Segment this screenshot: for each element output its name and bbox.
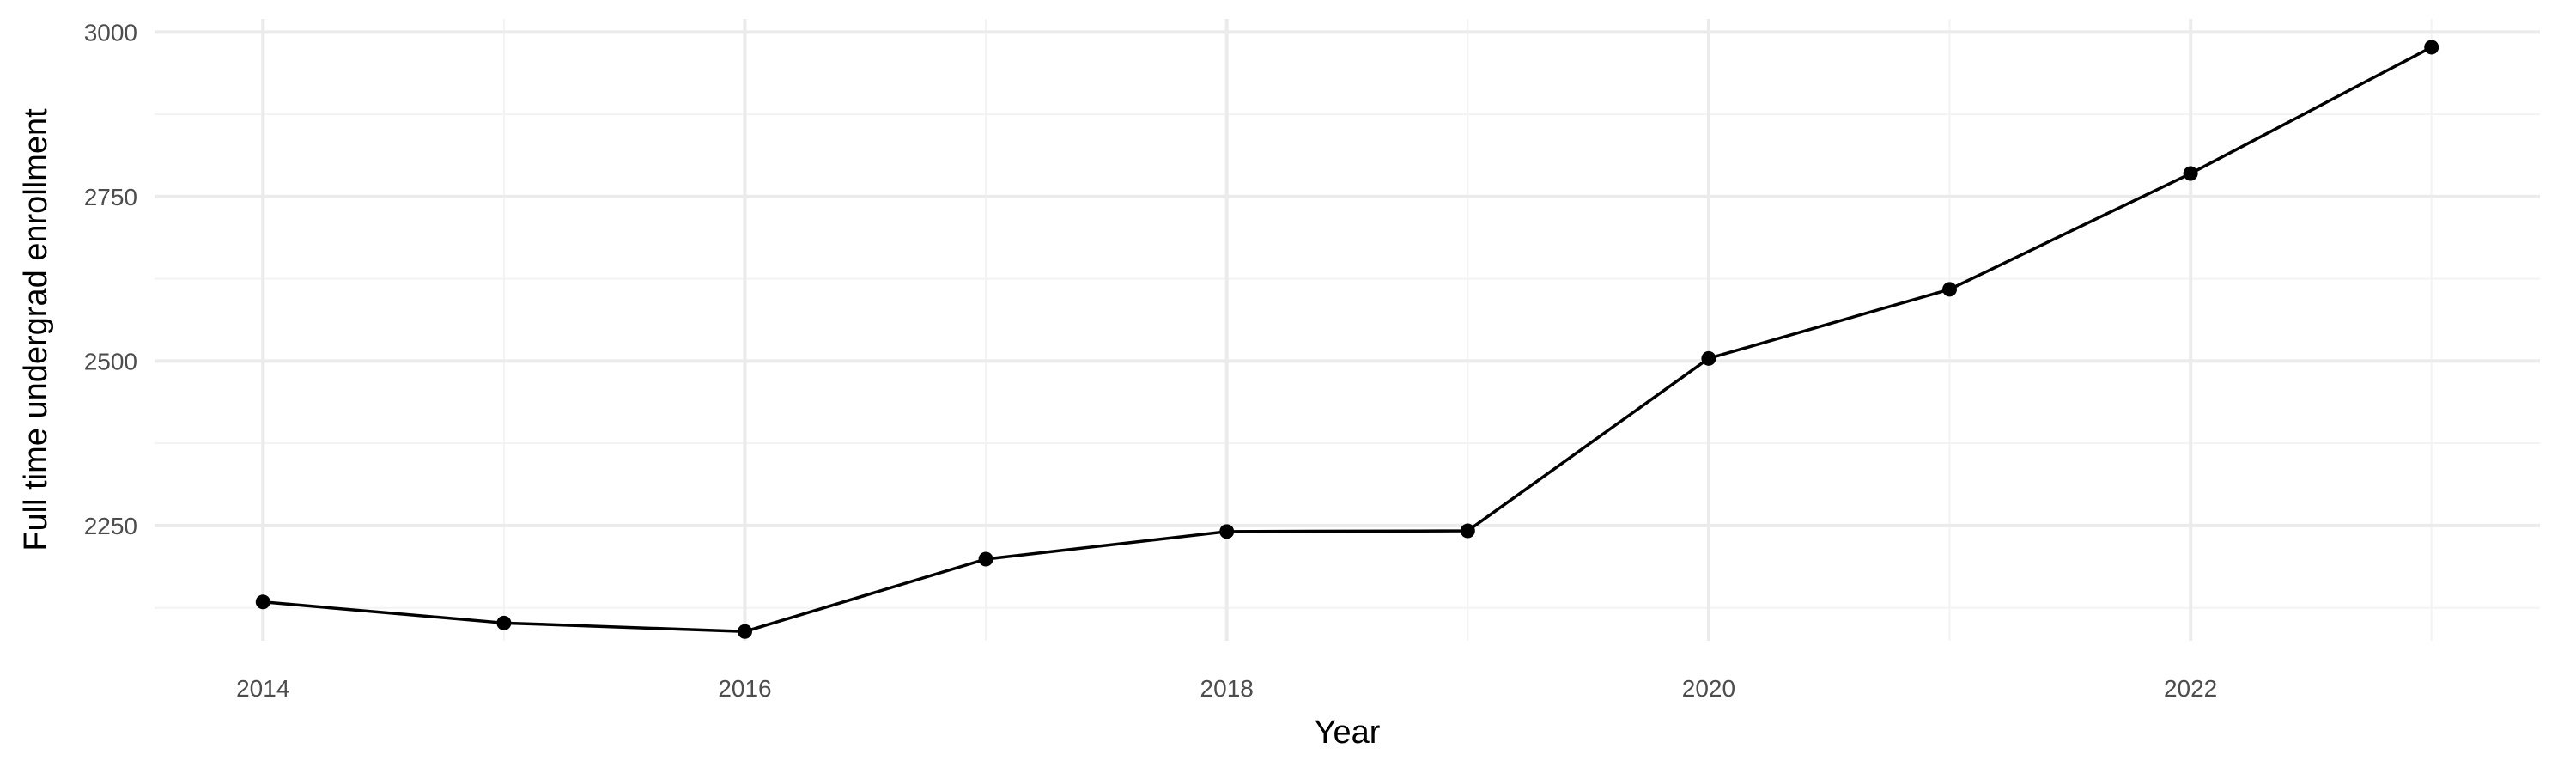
- y-tick-labels: 2250 2500 2750 3000: [84, 19, 137, 539]
- data-point: [1219, 524, 1235, 539]
- y-tick-label: 3000: [84, 19, 137, 46]
- data-point: [1942, 282, 1958, 297]
- data-point: [496, 615, 512, 630]
- major-gridlines: [155, 19, 2540, 641]
- series-line: [263, 46, 2433, 634]
- data-point: [737, 624, 752, 639]
- data-point: [2183, 166, 2198, 181]
- data-point: [1460, 523, 1475, 539]
- y-tick-label: 2250: [84, 513, 137, 539]
- x-tick-label: 2020: [1682, 675, 1735, 702]
- x-tick-label: 2014: [236, 675, 289, 702]
- minor-gridlines: [155, 19, 2540, 641]
- y-tick-label: 2500: [84, 348, 137, 374]
- data-point: [978, 551, 993, 567]
- data-point: [1701, 350, 1716, 366]
- x-tick-labels: 2014 2016 2018 2020 2022: [236, 675, 2217, 702]
- y-tick-label: 2750: [84, 184, 137, 210]
- x-tick-label: 2022: [2164, 675, 2217, 702]
- x-tick-label: 2016: [718, 675, 771, 702]
- series-group: [255, 40, 2439, 639]
- x-axis-title: Year: [1315, 715, 1381, 751]
- y-axis-title: Full time undergrad enrollment: [18, 108, 54, 551]
- x-tick-label: 2018: [1200, 675, 1254, 702]
- data-point: [2424, 40, 2439, 55]
- data-point: [255, 594, 270, 610]
